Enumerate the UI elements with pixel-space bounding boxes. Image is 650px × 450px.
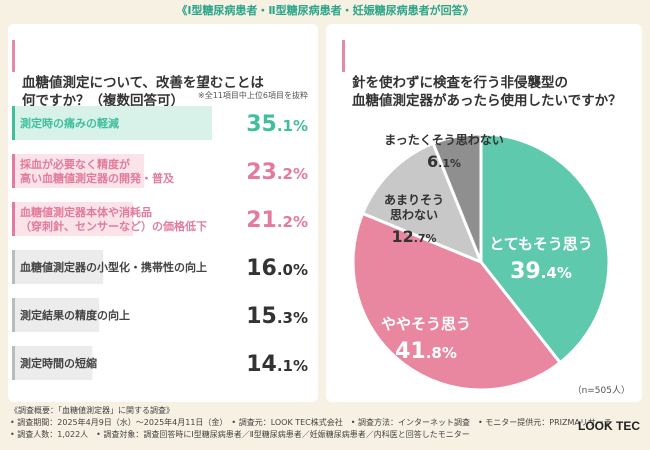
improvement-question-text: 血糖値測定について、改善を望むことは 何ですか？（複数回答可） [22, 75, 264, 109]
bar-background [12, 250, 104, 284]
title-accent-bar [12, 40, 15, 72]
pie-slice-label: まったくそう思わない [384, 133, 504, 147]
pie-slice [360, 141, 484, 265]
pie-slice [431, 132, 483, 263]
bar-marker [12, 250, 15, 284]
pie-slice [479, 132, 611, 365]
excerpt-note: ※全11項目中上位6項目を抜粋 [198, 91, 308, 100]
brand-logo: LOOK TEC [578, 419, 640, 433]
pie-slice-label: 思わない [390, 208, 438, 222]
improvement-question: 血糖値測定について、改善を望むことは 何ですか？（複数回答可） [12, 38, 264, 110]
pie-slice [351, 211, 563, 392]
pie-slice-value: 6.1% [427, 152, 461, 171]
noninvasive-question-text: 針を使わずに検査を行う非侵襲型の 血糖値測定器があったら使用したいですか？ [352, 75, 622, 109]
title-accent-bar [342, 40, 345, 72]
bar-category-label: 血糖値測定器本体や消耗品 [20, 205, 152, 219]
survey-overview: 《調査概要：「血糖値測定器」に関する調査》 • 調査期間：2025年4月9日（水… [10, 405, 640, 441]
bar-category-label: 血糖値測定器の小型化・携帯性の向上 [20, 260, 207, 274]
pie-slice-label: あまりそう [384, 193, 444, 207]
pie-slice-label: ややそう思う [381, 315, 471, 333]
bar-value-label: 14.1% [246, 352, 308, 377]
bar-category-label: 測定時の痛みの軽減 [20, 116, 119, 130]
bar-category-label: 測定結果の精度の向上 [20, 308, 130, 322]
pie-slice-value: 12.7% [391, 227, 436, 246]
bar-marker [12, 202, 15, 236]
bar-value-label: 23.2% [246, 160, 308, 185]
noninvasive-question: 針を使わずに検査を行う非侵襲型の 血糖値測定器があったら使用したいですか？ [342, 38, 622, 110]
bar-category-label: （穿刺針、センサーなど）の価格低下 [20, 219, 207, 233]
bar-background [12, 154, 145, 188]
improvement-panel: 血糖値測定について、改善を望むことは 何ですか？（複数回答可） ※全11項目中上… [8, 24, 318, 402]
survey-overview-line: • 調査人数：1,022人 • 調査対象：調査回答時にⅠ型糖尿病患者／Ⅱ型糖尿病… [10, 430, 470, 439]
bar-background [12, 298, 100, 332]
survey-respondents-header: 《Ⅰ型糖尿病患者・Ⅱ型糖尿病患者・妊娠糖尿病患者が回答》 [176, 4, 474, 17]
bar-marker [12, 106, 15, 140]
pie-slice-label: とてもそう思う [489, 235, 593, 253]
sample-size-note: （n=505人） [572, 386, 630, 396]
survey-overview-title: 《調査概要：「血糖値測定器」に関する調査》 [10, 406, 174, 415]
bar-value-label: 15.3% [246, 304, 308, 329]
bar-background [12, 202, 133, 236]
bar-category-label: 測定時間の短縮 [20, 356, 97, 370]
bar-value-label: 16.0% [246, 256, 308, 281]
bar-marker [12, 154, 15, 188]
bar-background [12, 346, 93, 380]
noninvasive-panel: 針を使わずに検査を行う非侵襲型の 血糖値測定器があったら使用したいですか？ とて… [326, 24, 642, 402]
bar-value-label: 21.2% [246, 208, 308, 233]
bar-marker [12, 298, 15, 332]
pie-slice-value: 41.8% [395, 339, 457, 364]
bar-background [12, 106, 212, 140]
bar-marker [12, 346, 15, 380]
bar-category-label: 採血が必要なく精度が [20, 157, 130, 171]
pie-slice-value: 39.4% [510, 259, 572, 284]
bar-value-label: 35.1% [246, 112, 308, 137]
bar-category-label: 高い血糖値測定器の開発・普及 [20, 171, 175, 185]
survey-overview-line: • 調査期間：2025年4月9日（水）〜2025年4月11日（金） • 調査元：… [10, 418, 612, 427]
